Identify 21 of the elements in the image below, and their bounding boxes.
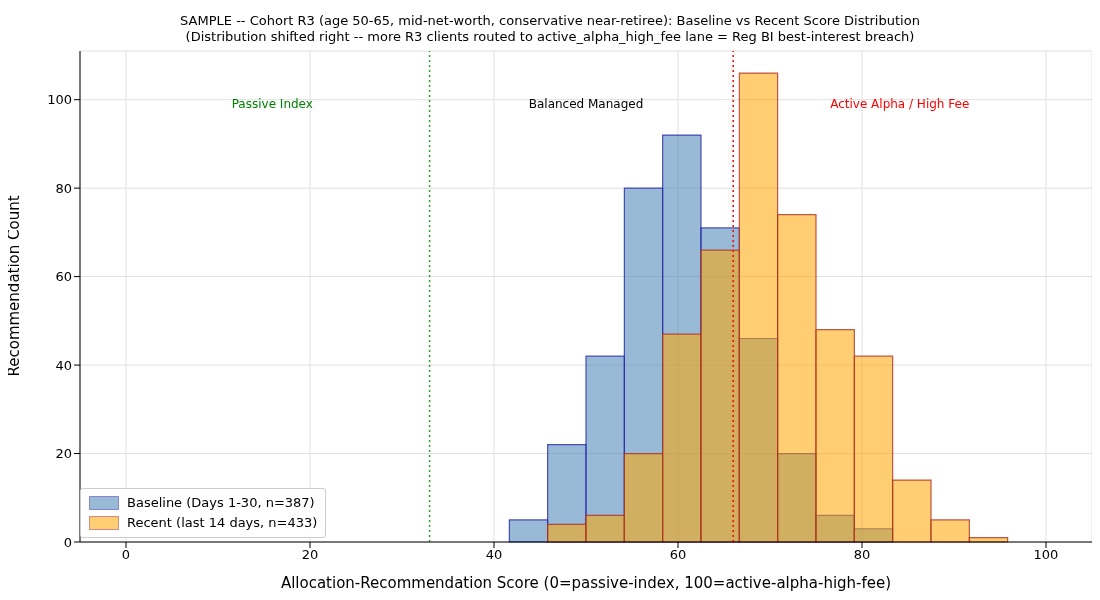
chart-subtitle: (Distribution shifted right -- more R3 clients routed to active_alpha_high_fee lane = Reg BI best-interest breach) bbox=[184, 29, 916, 45]
y-tick-label: 20 bbox=[55, 446, 72, 462]
y-tick-label: 40 bbox=[55, 357, 72, 373]
y-tick-label: 100 bbox=[47, 92, 72, 108]
annotation: Balanced Managed bbox=[528, 97, 644, 111]
y-tick-label: 0 bbox=[63, 534, 72, 550]
x-tick-label: 60 bbox=[669, 547, 687, 563]
chart-title: SAMPLE -- Cohort R3 (age 50-65, mid-net-worth, conservative near-retiree): Baseline vs Recent Score Distribution bbox=[179, 13, 921, 29]
legend-label: Recent (last 14 days, n=433) bbox=[127, 514, 318, 532]
x-tick-label: 80 bbox=[853, 547, 871, 563]
annotation: Active Alpha / High Fee bbox=[830, 97, 970, 111]
x-tick-label: 20 bbox=[301, 547, 319, 563]
x-tick-label: 0 bbox=[121, 547, 131, 563]
legend-label: Baseline (Days 1-30, n=387) bbox=[127, 494, 315, 512]
y-axis-title: Recommendation Count bbox=[5, 195, 24, 377]
x-tick-label: 100 bbox=[1033, 547, 1059, 563]
y-tick-label: 60 bbox=[55, 269, 72, 285]
x-axis-title: Allocation-Recommendation Score (0=passive-index, 100=active-alpha-high-fee) bbox=[280, 574, 892, 592]
x-tick-label: 40 bbox=[485, 547, 503, 563]
y-tick-label: 80 bbox=[55, 180, 72, 196]
annotation: Passive Index bbox=[231, 97, 313, 111]
